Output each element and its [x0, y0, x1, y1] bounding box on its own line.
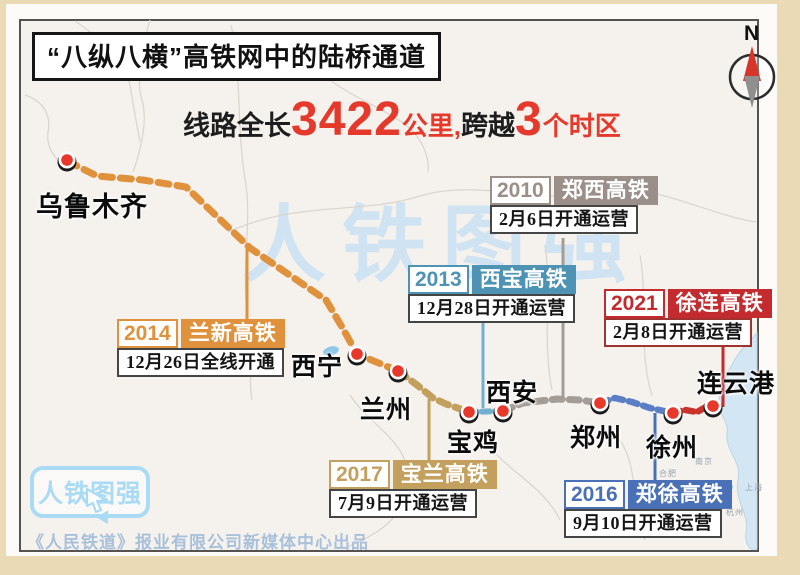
subtitle-middle: 跨越	[461, 111, 516, 141]
rail-label-baolan-row: 2017 宝兰高铁	[329, 460, 497, 489]
rail-label-lanxin-name: 兰新高铁	[180, 319, 285, 348]
station-dot-lanzhou	[388, 362, 408, 383]
station-dot-xining	[347, 345, 367, 366]
compass-icon	[728, 46, 776, 108]
cursor-arrow-icon	[85, 487, 108, 513]
rail-label-zhengxu-date: 9月10日开通运营	[564, 509, 722, 538]
subtitle-unit: 公里,	[401, 111, 462, 141]
city-label-xuzhou: 徐州	[646, 434, 699, 462]
rail-label-xibao: 2013 西宝高铁 12月28日开通运营	[408, 265, 576, 323]
station-dot-lianyungang	[703, 397, 723, 418]
rail-label-xulian-year: 2021	[604, 289, 665, 318]
rail-label-zhengxi-row: 2010 郑西高铁	[490, 176, 658, 205]
city-label-lanzhou: 兰州	[360, 396, 413, 424]
city-label-urumqi: 乌鲁木齐	[36, 192, 148, 222]
station-dots	[57, 151, 723, 425]
lake-qinghai	[323, 346, 339, 356]
rail-label-xibao-year: 2013	[408, 265, 469, 294]
rail-label-lanxin-year: 2014	[117, 319, 178, 348]
page-title: “八纵八横”高铁网中的陆桥通道	[32, 32, 442, 81]
minor-city-label-hefei: 合肥	[659, 469, 677, 478]
rail-label-xulian-date: 2月8日开通运营	[604, 318, 752, 347]
rail-label-zhengxu-row: 2016 郑徐高铁	[564, 480, 732, 509]
footer-credit: 《人民铁道》报业有限公司新媒体中心出品	[27, 533, 369, 552]
rail-label-lanxin-date: 12月26日全线开通	[117, 348, 284, 377]
city-label-xian: 西安	[486, 379, 539, 407]
city-label-lianyungang: 连云港	[697, 370, 776, 398]
rail-label-lanxin-row: 2014 兰新高铁	[117, 319, 285, 348]
station-dot-baoji	[459, 403, 479, 424]
subtitle-suffix: 个时区	[542, 111, 621, 141]
station-dot-urumqi	[57, 151, 77, 172]
rail-label-xulian-row: 2021 徐连高铁	[604, 289, 772, 318]
rail-label-baolan-year: 2017	[329, 460, 390, 489]
city-label-zhengzhou: 郑州	[570, 424, 623, 452]
subtitle-prefix: 线路全长	[183, 111, 291, 141]
minor-city-label-shanghai: 上海	[745, 483, 763, 492]
rail-label-baolan-date: 7月9日开通运营	[329, 489, 477, 518]
city-label-baoji: 宝鸡	[447, 429, 500, 457]
minor-city-label-hangzhou: 杭州	[726, 508, 744, 517]
subtitle: 线路全长 3422 公里, 跨越 3 个时区	[183, 96, 621, 144]
rail-label-xulian: 2021 徐连高铁 2月8日开通运营	[604, 289, 772, 347]
rail-label-lanxin: 2014 兰新高铁 12月26日全线开通	[117, 319, 285, 377]
station-dot-xian	[493, 402, 513, 423]
rail-segment-baolan	[394, 367, 473, 416]
compass-north-label: N	[744, 22, 760, 45]
rail-label-zhengxi-date: 2月6日开通运营	[490, 205, 638, 234]
rail-label-xibao-row: 2013 西宝高铁	[408, 265, 576, 294]
rail-label-baolan: 2017 宝兰高铁 7月9日开通运营	[329, 460, 497, 518]
rail-label-xulian-name: 徐连高铁	[667, 289, 772, 318]
sea-east-coast	[718, 331, 758, 550]
rail-label-xibao-date: 12月28日开通运营	[408, 294, 575, 323]
rail-segment-zhengxi	[499, 395, 604, 415]
rail-label-zhengxi-year: 2010	[490, 176, 551, 205]
rail-label-zhengxi: 2010 郑西高铁 2月6日开通运营	[490, 176, 658, 234]
rail-segment-lanxin	[63, 157, 402, 375]
rail-label-zhengxi-name: 郑西高铁	[553, 176, 658, 205]
rail-label-zhengxu: 2016 郑徐高铁 9月10日开通运营	[564, 480, 732, 538]
subtitle-timezone-count: 3	[515, 93, 543, 146]
city-label-xining: 西宁	[291, 353, 344, 381]
rail-label-baolan-name: 宝兰高铁	[392, 460, 497, 489]
station-dot-zhengzhou	[590, 394, 610, 415]
rail-label-zhengxu-name: 郑徐高铁	[627, 480, 732, 509]
subtitle-distance: 3422	[291, 93, 402, 146]
rail-label-xibao-name: 西宝高铁	[471, 265, 576, 294]
minor-city-label-nanjing: 南京	[695, 457, 713, 466]
rail-segment-zhengxu	[596, 394, 677, 417]
rail-label-zhengxu-year: 2016	[564, 480, 625, 509]
station-dot-xuzhou	[663, 404, 683, 425]
